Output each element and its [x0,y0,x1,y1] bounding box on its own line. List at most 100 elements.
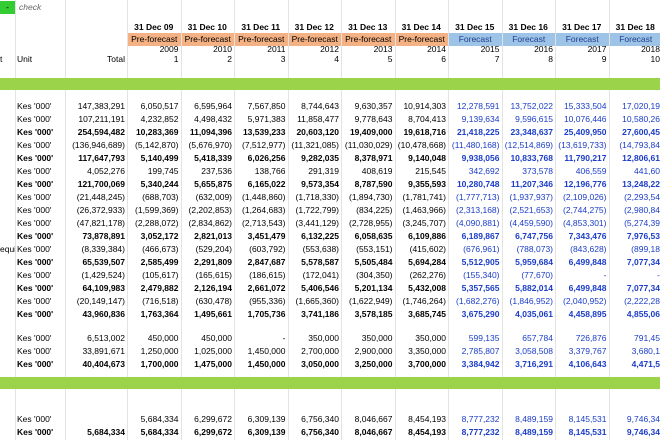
value-cell: 9,630,357 [354,101,393,111]
value-cell: 2,585,499 [140,257,179,267]
value-cell: 5,340,244 [140,179,179,189]
value-cell: 1,450,000 [247,359,286,369]
value-cell: 23,348,637 [510,127,553,137]
value-cell: 11,094,396 [189,127,232,137]
date-header: 31 Dec 18 [615,22,655,32]
value-cell: (5,274,39 [624,218,660,228]
value-cell: (2,521,653) [509,205,553,215]
unit-cell: Kes '000' [17,179,54,189]
index-header: 9 [601,54,607,64]
value-cell: (529,204) [195,244,232,254]
value-cell: 5,357,565 [461,283,500,293]
value-cell: 3,052,172 [140,231,179,241]
phase-header: Forecast [502,33,555,46]
unit-cell: Kes '000' [17,427,54,437]
value-cell: (11,480,168) [451,140,500,150]
value-cell: 6,132,225 [301,231,339,241]
grid-line [448,0,449,440]
value-cell: 8,145,531 [568,427,607,437]
total-cell: 40,404,673 [82,359,125,369]
value-cell: - [603,270,607,280]
value-cell: 3,350,000 [408,346,446,356]
value-cell: 5,971,383 [247,114,286,124]
date-header: 31 Dec 10 [187,22,227,32]
value-cell: 6,109,886 [408,231,446,241]
value-cell: 19,618,716 [403,127,446,137]
unit-cell: Kes '000' [17,414,52,424]
grid-line [501,0,503,440]
value-cell: 5,684,334 [140,414,179,424]
value-cell: (688,703) [142,192,179,202]
value-cell: (899,18 [631,244,660,254]
value-cell: (2,293,54 [624,192,660,202]
value-cell: (1,777,713) [456,192,500,202]
value-cell: 9,746,34 [626,414,660,424]
value-cell: (1,599,369) [135,205,179,215]
date-header: 31 Dec 09 [134,22,174,32]
value-cell: (186,615) [249,270,286,280]
value-cell: 6,499,848 [568,283,607,293]
value-cell: (4,853,301) [563,218,607,228]
date-header: 31 Dec 14 [401,22,441,32]
unit-cell: Kes '000' [17,359,54,369]
value-cell: (5,142,870) [135,140,179,150]
grid-line [234,0,235,440]
value-cell: 3,058,508 [515,346,553,356]
value-cell: 291,319 [308,166,339,176]
value-cell: 10,914,303 [403,101,446,111]
value-cell: (77,670) [521,270,553,280]
value-cell: 237,536 [201,166,232,176]
value-cell: 5,959,684 [515,257,553,267]
value-cell: 3,680,1 [631,346,660,356]
value-cell: 6,058,635 [354,231,393,241]
value-cell: 27,600,45 [622,127,660,137]
section-band [0,377,660,389]
value-cell: 21,418,225 [456,127,500,137]
total-cell: 64,109,983 [82,283,125,293]
value-cell: 2,661,072 [247,283,286,293]
unit-cell: Kes '000' [17,140,52,150]
row-label-header: t [0,54,3,64]
value-cell: 2,700,000 [301,346,339,356]
index-header: 3 [280,54,286,64]
index-header: 7 [494,54,500,64]
value-cell: 3,716,291 [515,359,553,369]
value-cell: (1,937,937) [509,192,553,202]
value-cell: 657,784 [522,333,553,343]
unit-cell: Kes '000' [17,309,54,319]
value-cell: 791,45 [634,333,660,343]
phase-header: Pre-forecast [181,33,234,46]
value-cell: 450,000 [147,333,179,343]
value-cell: 5,406,546 [301,283,339,293]
value-cell: (1,463,966) [402,205,446,215]
phase-header: Pre-forecast [395,33,448,46]
value-cell: 7,567,850 [247,101,286,111]
value-cell: (13,619,733) [558,140,607,150]
value-cell: 5,201,134 [354,283,393,293]
unit-cell: Kes '000' [17,257,54,267]
value-cell: (2,980,84 [624,205,660,215]
value-cell: (553,151) [356,244,393,254]
value-cell: 2,821,013 [194,231,232,241]
value-cell: 4,106,643 [568,359,607,369]
value-cell: (2,744,275) [563,205,607,215]
value-cell: 9,355,593 [408,179,446,189]
phase-header: Forecast [556,33,609,46]
value-cell: 8,454,193 [408,414,446,424]
total-cell: (21,448,245) [76,192,125,202]
unit-cell: Kes '000' [17,166,52,176]
value-cell: 6,595,964 [194,101,232,111]
value-cell: 5,655,875 [194,179,232,189]
total-cell: 5,684,334 [87,427,125,437]
total-cell: 65,539,507 [82,257,125,267]
date-header: 31 Dec 13 [348,22,388,32]
value-cell: 4,035,061 [515,309,553,319]
value-cell: 9,139,634 [461,114,500,124]
value-cell: (630,478) [195,296,232,306]
total-cell: (136,946,689) [72,140,125,150]
value-cell: 2,785,807 [461,346,500,356]
value-cell: 9,746,34 [626,427,660,437]
unit-cell: Kes '000' [17,296,52,306]
unit-cell: Kes '000' [17,218,52,228]
value-cell: 7,077,34 [626,257,660,267]
